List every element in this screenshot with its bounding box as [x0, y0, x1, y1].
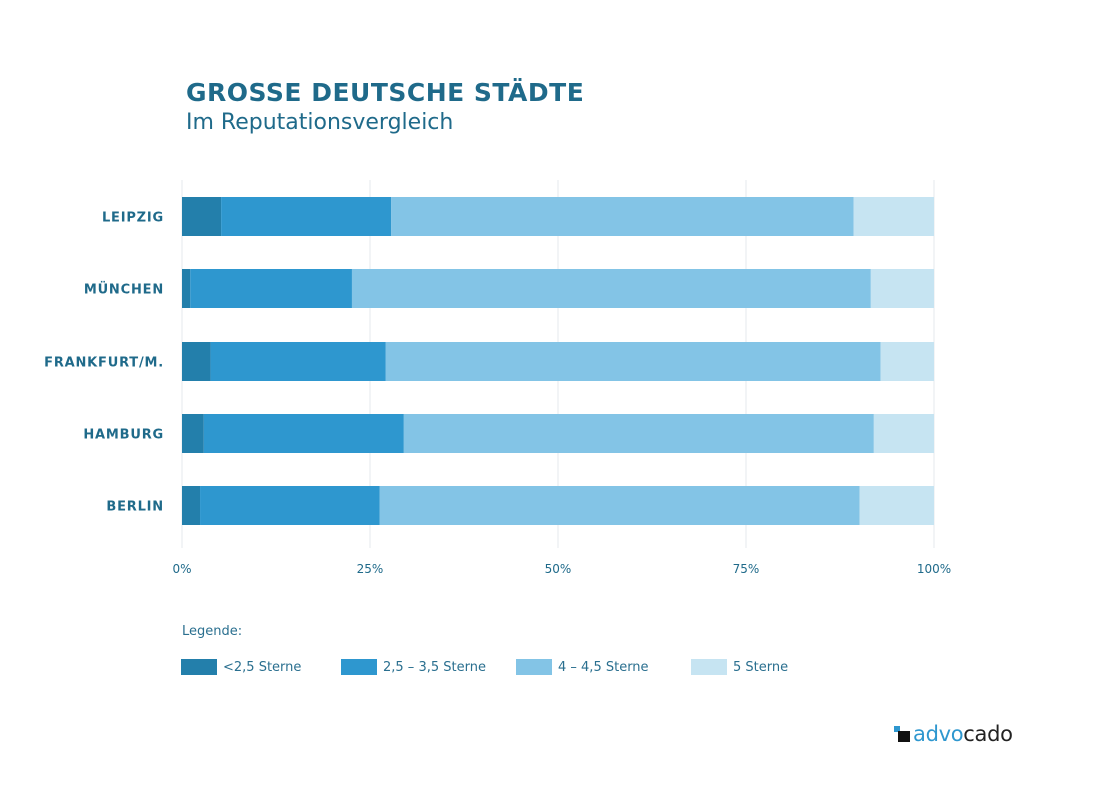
bar-segment: [873, 414, 934, 453]
legend-swatch: [691, 659, 727, 675]
legend-item-5: 5 Sterne: [691, 658, 788, 676]
legend-swatch: [516, 659, 552, 675]
legend-item-below-2-5: <2,5 Sterne: [181, 658, 301, 676]
category-label: FRANKFURT/M.: [44, 356, 164, 371]
bar-group: [182, 197, 934, 525]
x-tick-label: 100%: [917, 562, 951, 576]
category-label: LEIPZIG: [102, 211, 164, 226]
bar-segment: [182, 414, 204, 453]
bar-segment: [210, 342, 386, 381]
chart-title: GROSSE DEUTSCHE STÄDTE: [186, 78, 585, 107]
bar-segment: [221, 197, 392, 236]
advocado-logo: advocado: [894, 722, 1013, 746]
bar-segment: [203, 414, 404, 453]
legend-swatch: [341, 659, 377, 675]
x-tick-label: 50%: [545, 562, 572, 576]
legend-label: 4 – 4,5 Sterne: [558, 659, 649, 675]
bar-segment: [351, 269, 871, 308]
bar-segment: [182, 269, 191, 308]
legend-swatch: [181, 659, 217, 675]
bar-segment: [385, 342, 881, 381]
stacked-bar-chart: LEIPZIGMÜNCHENFRANKFURT/M.HAMBURGBERLIN …: [44, 180, 951, 576]
category-labels: LEIPZIG MÜNCHEN FRANKFURT/M. HAMBURG BERLIN: [44, 211, 164, 515]
legend-label: 5 Sterne: [733, 659, 789, 675]
bar-segment: [403, 414, 874, 453]
legend-title: Legende:: [182, 624, 243, 639]
chart-subtitle: Im Reputationsvergleich: [186, 110, 454, 135]
logo-text: advocado: [913, 722, 1013, 746]
legend: <2,5 Sterne 2,5 – 3,5 Sterne 4 – 4,5 Ste…: [181, 658, 861, 676]
legend-item-2-5-to-3-5: 2,5 – 3,5 Sterne: [341, 658, 486, 676]
x-tick-labels: 0% 25% 50% 75% 100%: [172, 562, 951, 576]
legend-label: 2,5 – 3,5 Sterne: [383, 659, 486, 675]
bar-segment: [379, 486, 860, 525]
bar-segment: [200, 486, 380, 525]
x-tick-label: 0%: [172, 562, 191, 576]
category-label: MÜNCHEN: [84, 282, 164, 298]
bar-segment: [870, 269, 934, 308]
x-tick-label: 25%: [357, 562, 384, 576]
category-label: BERLIN: [106, 500, 164, 515]
category-label: HAMBURG: [83, 428, 164, 443]
legend-item-4-to-4-5: 4 – 4,5 Sterne: [516, 658, 649, 676]
legend-label: <2,5 Sterne: [223, 659, 302, 675]
bar-segment: [853, 197, 934, 236]
bar-segment: [182, 197, 222, 236]
bar-segment: [880, 342, 934, 381]
bar-segment: [190, 269, 352, 308]
bar-segment: [859, 486, 934, 525]
bar-segment: [182, 486, 201, 525]
x-tick-label: 75%: [733, 562, 760, 576]
bar-segment: [391, 197, 854, 236]
bar-segment: [182, 342, 211, 381]
logo-mark-icon: [894, 726, 910, 742]
